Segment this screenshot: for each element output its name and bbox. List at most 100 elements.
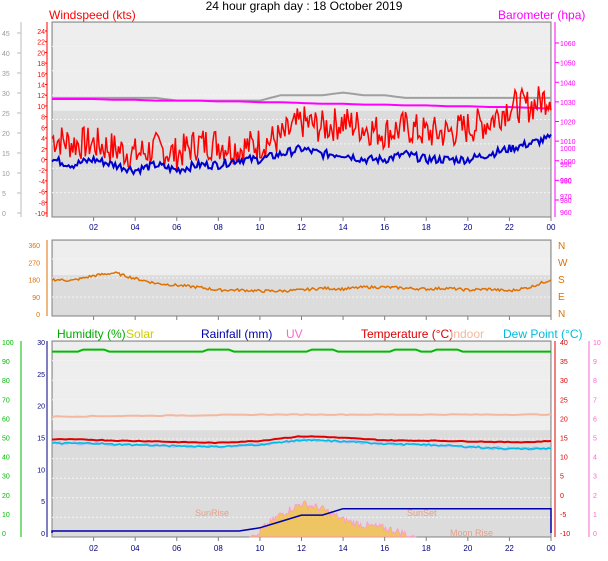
outer-left-tick-label: 10 bbox=[2, 171, 10, 178]
temp-tick-label: -5 bbox=[560, 512, 566, 519]
wind-tick-label: 0 bbox=[41, 157, 45, 164]
wind-x-tick-label: 18 bbox=[422, 223, 431, 232]
moonrise-annotation: Moon Rise bbox=[450, 528, 493, 538]
wind-tick-label: 12 bbox=[37, 93, 45, 100]
baro-minor-tick-label: 990 bbox=[560, 162, 572, 169]
weather-plot-area-shade bbox=[53, 342, 550, 431]
wind-tick-label: 22 bbox=[37, 40, 45, 47]
rain-tick-label: 5 bbox=[41, 499, 45, 506]
temp-tick-label: 35 bbox=[560, 359, 568, 366]
wind-x-tick-label: 20 bbox=[463, 223, 472, 232]
chart-title: 24 hour graph day : 18 October 2019 bbox=[205, 0, 403, 13]
wind-x-tick-label: 10 bbox=[255, 223, 264, 232]
legend-entry: Humidity (%) bbox=[57, 327, 126, 341]
compass-label: E bbox=[558, 292, 565, 303]
wind-x-tick-label: 04 bbox=[131, 223, 140, 232]
uv-tick-label: 5 bbox=[593, 436, 597, 443]
temp-tick-label: 30 bbox=[560, 378, 568, 385]
sunrise-annotation: SunRise bbox=[195, 508, 229, 518]
outer-left-tick-label: 35 bbox=[2, 71, 10, 78]
legend-entry: Temperature (°C) bbox=[361, 327, 453, 341]
baro-tick-label: 990 bbox=[560, 178, 572, 185]
humidity-line bbox=[52, 348, 551, 353]
outer-left-tick-label: 15 bbox=[2, 151, 10, 158]
baro-minor-tick-label: 970 bbox=[560, 194, 572, 201]
weather-x-tick-label: 08 bbox=[214, 544, 223, 553]
wind-x-tick-label: 16 bbox=[380, 223, 389, 232]
weather-x-tick-label: 10 bbox=[255, 544, 264, 553]
legend-entry: UV bbox=[286, 327, 303, 341]
wind-tick-label: 16 bbox=[37, 72, 45, 79]
humidity-tick-label: 50 bbox=[2, 436, 10, 443]
uv-tick-label: 4 bbox=[593, 455, 597, 462]
humidity-tick-label: 100 bbox=[2, 340, 14, 347]
solar-uv-area bbox=[249, 500, 417, 538]
weather-x-tick-label: 06 bbox=[172, 544, 181, 553]
legend-entry: Indoor bbox=[450, 327, 484, 341]
temp-tick-label: 25 bbox=[560, 397, 568, 404]
wind-x-tick-label: 02 bbox=[89, 223, 98, 232]
rainfall-line bbox=[51, 507, 552, 533]
uv-tick-label: 2 bbox=[593, 493, 597, 500]
weather-x-tick-label: 14 bbox=[339, 544, 348, 553]
humidity-tick-label: 70 bbox=[2, 397, 10, 404]
temp-tick-label: -10 bbox=[560, 531, 570, 538]
outer-left-tick-label: 20 bbox=[2, 131, 10, 138]
legend-entry: Rainfall (mm) bbox=[201, 327, 272, 341]
humidity-tick-label: 60 bbox=[2, 416, 10, 423]
outer-left-tick-label: 30 bbox=[2, 91, 10, 98]
rain-tick-label: 20 bbox=[37, 404, 45, 411]
wind-tick-label: 6 bbox=[41, 125, 45, 132]
barometer-line bbox=[52, 98, 552, 110]
weather-x-tick-label: 20 bbox=[463, 544, 472, 553]
wind-tick-label: 4 bbox=[41, 136, 45, 143]
baro-tick-label: 1040 bbox=[560, 80, 576, 87]
uv-tick-label: 0 bbox=[593, 531, 597, 538]
sunset-annotation: SunSet bbox=[407, 508, 437, 518]
rain-tick-label: 25 bbox=[37, 372, 45, 379]
uv-tick-label: 3 bbox=[593, 474, 597, 481]
humidity-tick-label: 0 bbox=[2, 531, 6, 538]
rain-tick-label: 0 bbox=[41, 531, 45, 538]
baro-axis-title: Barometer (hpa) bbox=[498, 8, 585, 22]
baro-tick-label: 980 bbox=[560, 198, 572, 205]
wind-tick-label: -2 bbox=[39, 168, 45, 175]
weather-x-tick-label: 04 bbox=[131, 544, 140, 553]
weather-x-tick-label: 00 bbox=[547, 544, 556, 553]
humidity-tick-label: 90 bbox=[2, 359, 10, 366]
temp-tick-label: 40 bbox=[560, 340, 568, 347]
outer-left-tick-label: 5 bbox=[2, 191, 6, 198]
temp-tick-label: 5 bbox=[560, 474, 564, 481]
wind-x-tick-label: 00 bbox=[547, 223, 556, 232]
wind-avg-line bbox=[51, 133, 552, 177]
wind-tick-label: 2 bbox=[41, 147, 45, 154]
baro-gray-line bbox=[52, 91, 551, 102]
compass-label: N bbox=[558, 241, 565, 252]
temp-tick-label: 10 bbox=[560, 455, 568, 462]
wind-direction-line bbox=[51, 271, 552, 293]
legend-entry: Solar bbox=[126, 327, 154, 341]
wind-tick-label: 14 bbox=[37, 83, 45, 90]
uv-tick-label: 1 bbox=[593, 512, 597, 519]
direction-tick-label: 90 bbox=[32, 295, 40, 302]
weather-x-tick-label: 16 bbox=[380, 544, 389, 553]
wind-tick-label: 24 bbox=[37, 29, 45, 36]
baro-tick-label: 1020 bbox=[560, 120, 576, 127]
baro-tick-label: 1010 bbox=[560, 139, 576, 146]
dew-point-line bbox=[51, 438, 552, 451]
weather-x-tick-label: 02 bbox=[89, 544, 98, 553]
wind-x-tick-label: 08 bbox=[214, 223, 223, 232]
wind-x-tick-label: 22 bbox=[505, 223, 514, 232]
indoor-temp-line bbox=[51, 413, 552, 418]
outer-left-tick-label: 25 bbox=[2, 111, 10, 118]
baro-tick-label: 1030 bbox=[560, 100, 576, 107]
wind-tick-label: -10 bbox=[35, 211, 45, 218]
uv-tick-label: 7 bbox=[593, 397, 597, 404]
legend-entry: Dew Point (°C) bbox=[503, 327, 582, 341]
humidity-tick-label: 30 bbox=[2, 474, 10, 481]
baro-tick-label: 1000 bbox=[560, 159, 576, 166]
direction-tick-label: 180 bbox=[28, 278, 40, 285]
rain-tick-label: 10 bbox=[37, 467, 45, 474]
weather-x-tick-label: 18 bbox=[422, 544, 431, 553]
